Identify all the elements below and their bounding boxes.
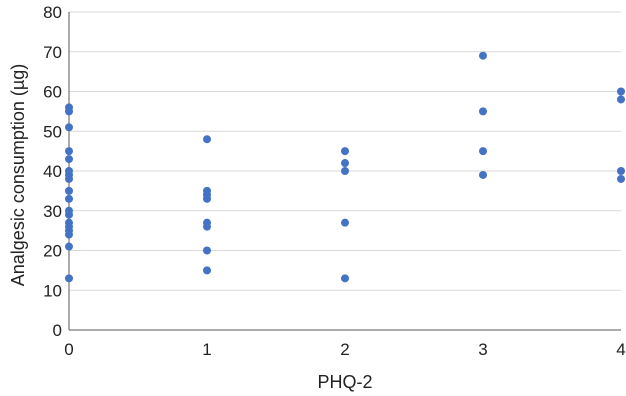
data-point (65, 123, 73, 132)
data-point (617, 87, 625, 96)
x-tick-labels: 0 1 2 3 4 (64, 340, 625, 359)
y-tick-50: 50 (43, 122, 62, 141)
data-point (65, 147, 73, 156)
y-tick-labels: 0 10 20 30 40 50 60 70 80 (43, 3, 62, 340)
data-point (203, 135, 211, 144)
data-point (617, 174, 625, 183)
x-tick-0: 0 (64, 340, 73, 359)
data-point (203, 194, 211, 203)
data-point (65, 230, 73, 239)
data-point (479, 147, 487, 156)
gridlines (69, 11, 621, 291)
data-point (479, 107, 487, 116)
data-point (65, 155, 73, 164)
y-tick-80: 80 (43, 3, 62, 22)
data-point (341, 274, 349, 283)
data-point (65, 274, 73, 283)
data-point (65, 210, 73, 219)
data-point (65, 242, 73, 251)
data-points (65, 51, 625, 283)
y-tick-0: 0 (53, 321, 62, 340)
data-point (341, 159, 349, 168)
data-point (65, 174, 73, 183)
data-point (617, 95, 625, 104)
y-axis-title: Analgesic consumption (µg) (8, 64, 28, 286)
data-point (203, 266, 211, 275)
x-axis-title: PHQ-2 (317, 372, 372, 392)
data-point (617, 167, 625, 175)
data-point (65, 186, 73, 195)
data-point (479, 170, 487, 179)
data-point (65, 107, 73, 116)
data-point (341, 147, 349, 156)
data-point (341, 167, 349, 175)
y-tick-60: 60 (43, 83, 62, 102)
data-point (203, 222, 211, 231)
data-point (479, 51, 487, 60)
y-tick-10: 10 (43, 281, 62, 300)
x-tick-1: 1 (202, 340, 211, 359)
y-tick-70: 70 (43, 43, 62, 62)
y-tick-30: 30 (43, 202, 62, 221)
y-tick-20: 20 (43, 242, 62, 261)
data-point (65, 194, 73, 203)
x-tick-3: 3 (478, 340, 487, 359)
x-tick-2: 2 (340, 340, 349, 359)
data-point (203, 246, 211, 255)
y-tick-40: 40 (43, 162, 62, 181)
data-point (341, 218, 349, 227)
x-tick-4: 4 (616, 340, 625, 359)
